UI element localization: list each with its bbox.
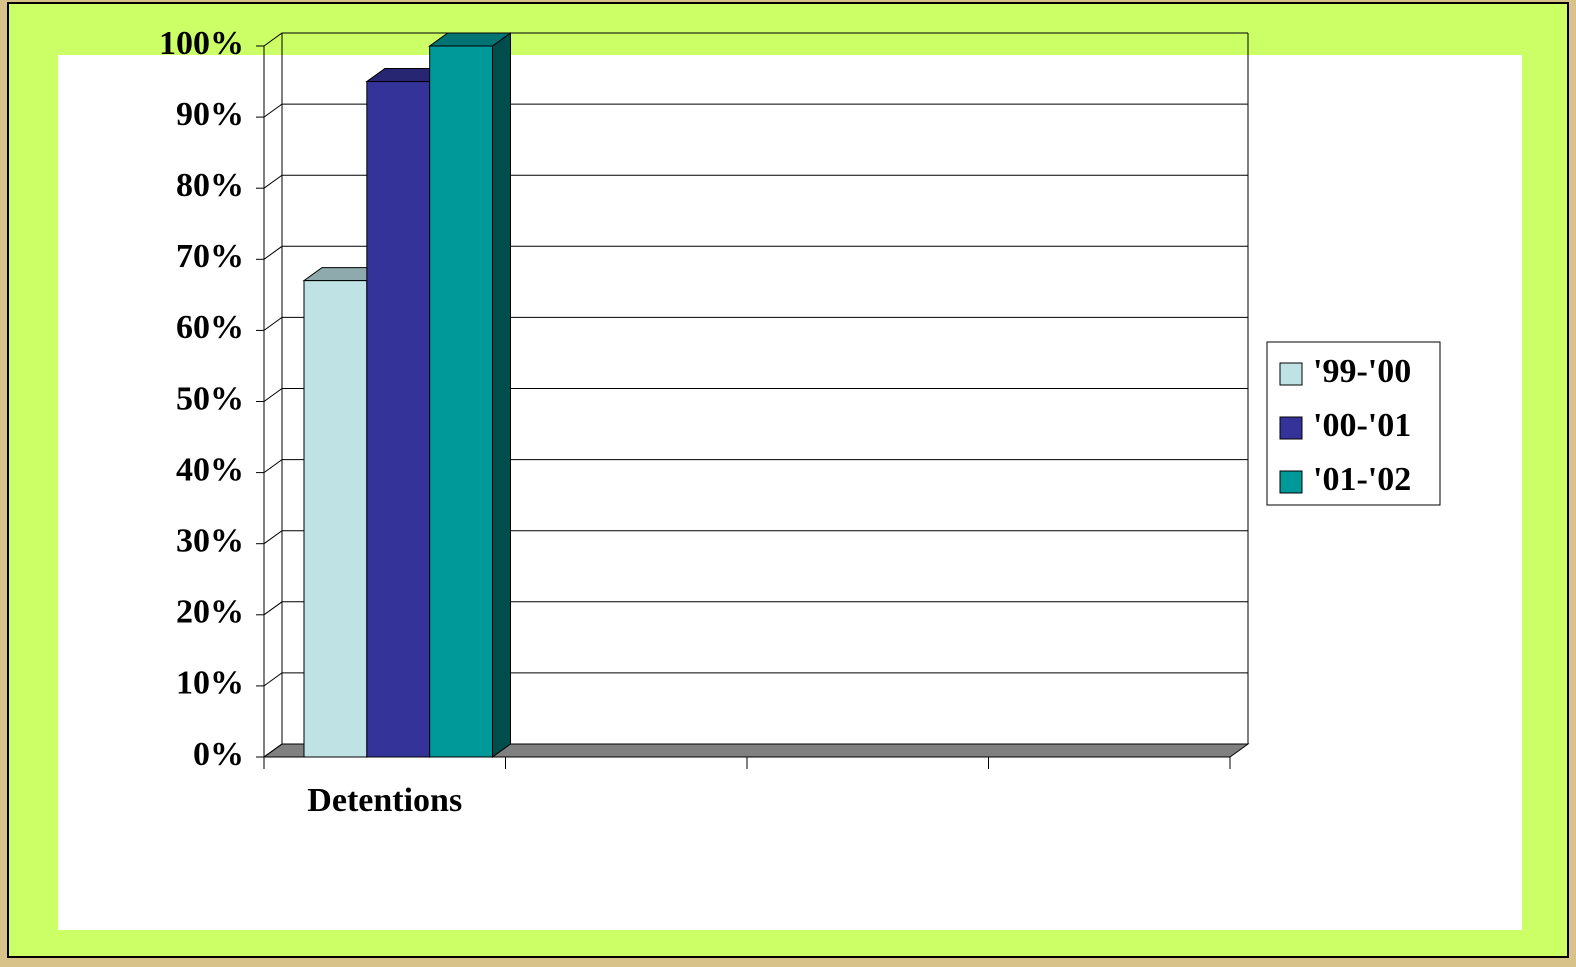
grid-line xyxy=(263,388,1248,402)
grid-line xyxy=(263,103,1248,118)
y-tick-label: 40% xyxy=(176,451,244,488)
y-tick-label: 60% xyxy=(176,309,244,346)
y-tick-label: 70% xyxy=(176,238,244,275)
y-tick-label: 10% xyxy=(176,665,244,702)
bar xyxy=(429,45,493,758)
bar xyxy=(366,81,431,758)
legend-swatch xyxy=(1279,362,1303,386)
x-tick-label: Detentions xyxy=(307,782,462,819)
y-tick-label: 50% xyxy=(176,380,244,417)
legend-swatch xyxy=(1279,470,1303,494)
grid-line xyxy=(263,459,1248,474)
chart-layer: 0% 10% 20% 30% 40% 50% 60% 70% 80% 90% 100% Detenti… xyxy=(159,25,1441,819)
legend-label: '99-'00 xyxy=(1313,353,1411,390)
bar-side xyxy=(492,32,511,758)
y-tick-label: 0% xyxy=(193,736,244,773)
legend-swatch xyxy=(1279,416,1303,440)
y-tick-label: 20% xyxy=(176,594,244,631)
grid-line xyxy=(263,743,1248,758)
grid-line xyxy=(263,32,1248,47)
legend-label: '01-'02 xyxy=(1313,461,1411,498)
grid-line xyxy=(263,601,1248,616)
y-tick-label: 80% xyxy=(176,167,244,204)
legend-label: '00-'01 xyxy=(1313,407,1411,444)
y-tick-label: 30% xyxy=(176,522,244,559)
grid-line xyxy=(263,530,1248,545)
grid-line xyxy=(263,316,1248,331)
y-tick-label: 100% xyxy=(159,25,244,62)
y-tick-label: 90% xyxy=(176,96,244,133)
grid-line xyxy=(263,672,1248,687)
grid-line xyxy=(263,245,1248,260)
grid-line xyxy=(263,174,1248,189)
bar xyxy=(303,280,368,758)
